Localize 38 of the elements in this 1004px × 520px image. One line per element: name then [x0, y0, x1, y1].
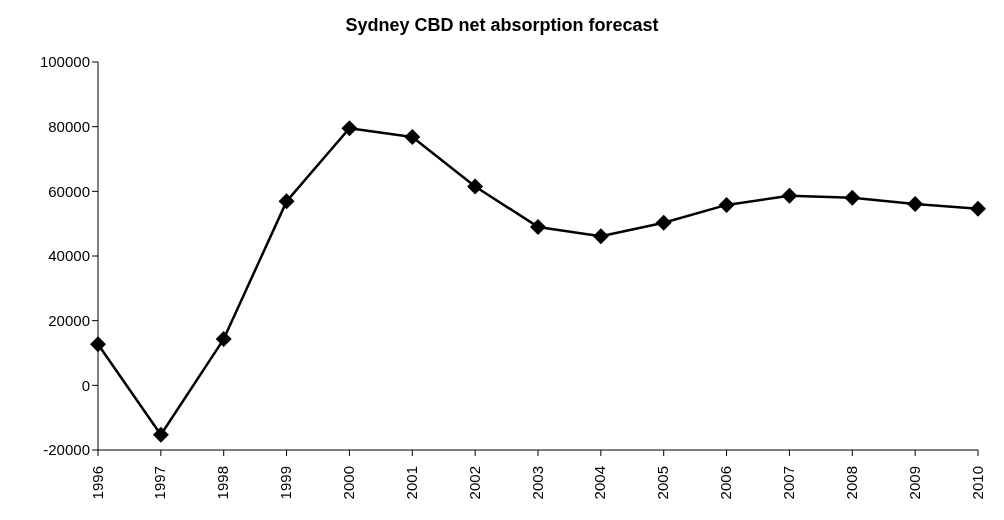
point — [655, 214, 672, 231]
point — [718, 196, 735, 213]
y-tick-label: 0 — [81, 376, 90, 394]
x-tick-label: 1996 — [88, 466, 106, 500]
point — [970, 200, 986, 217]
x-tick-label: 2006 — [717, 466, 735, 500]
x-tick-label: 2000 — [340, 466, 358, 500]
point — [341, 120, 358, 137]
x-tick-label: 2008 — [842, 466, 860, 500]
y-tick-label: 80000 — [48, 117, 90, 135]
point — [278, 193, 295, 210]
point — [404, 129, 421, 146]
point — [781, 187, 798, 204]
x-tick-label: 2010 — [968, 466, 986, 500]
chart-title: Sydney CBD net absorption forecast — [344, 14, 660, 37]
x-tick-label: 1999 — [277, 466, 295, 500]
point — [90, 336, 106, 353]
point — [152, 426, 169, 443]
x-tick-label: 2007 — [780, 466, 798, 500]
y-tick-label: 20000 — [48, 311, 90, 329]
point — [530, 218, 546, 235]
x-tick-label: 2001 — [402, 466, 420, 500]
point — [592, 228, 609, 245]
y-tick-label: 100000 — [39, 53, 90, 71]
x-tick-label: 2003 — [528, 466, 546, 500]
y-tick-label: -20000 — [43, 441, 90, 459]
x-tick-label: 2002 — [465, 466, 483, 500]
point — [907, 195, 924, 212]
x-tick-label: 1997 — [151, 466, 169, 500]
y-tick-label: 60000 — [48, 182, 90, 200]
x-tick-label: 1998 — [214, 466, 232, 500]
x-tick-label: 2004 — [591, 466, 609, 500]
y-tick-label: 40000 — [48, 247, 90, 265]
point — [844, 189, 861, 206]
x-tick-label: 2005 — [654, 466, 672, 500]
point — [467, 178, 484, 195]
point — [215, 331, 232, 348]
x-tick-label: 2009 — [905, 466, 923, 500]
